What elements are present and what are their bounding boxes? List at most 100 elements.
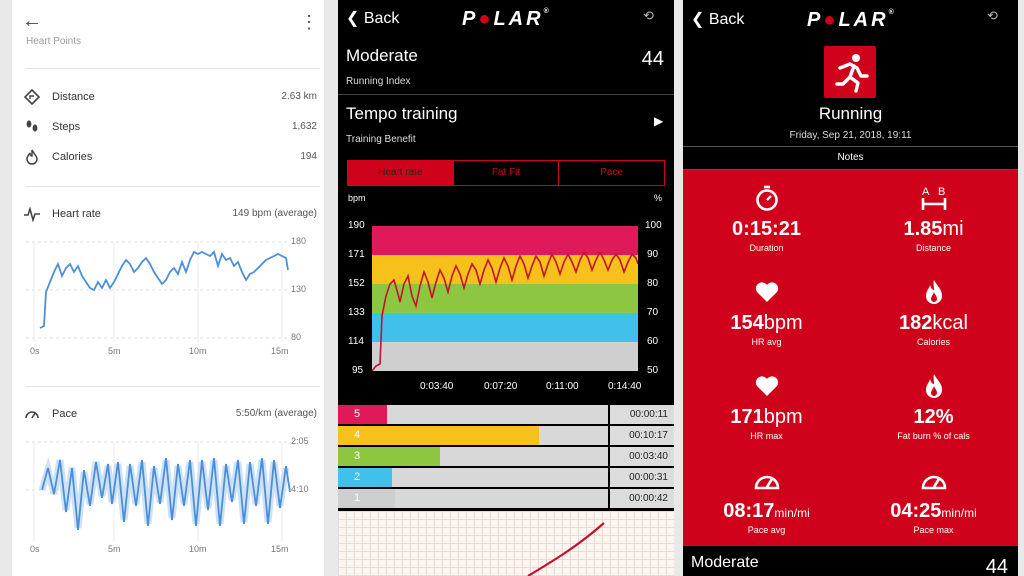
y-tick-label: 114: [348, 336, 364, 347]
x-tick-label: 0:03:40: [420, 381, 454, 392]
metric-value: 182kcal: [899, 312, 968, 334]
zone-5-band: [372, 226, 638, 255]
running-index-value: 44: [985, 556, 1008, 576]
notes-button[interactable]: Notes: [683, 146, 1018, 170]
zone-track: [338, 489, 608, 508]
y-tick-label: 100: [645, 220, 662, 231]
chart-tabs: Heart rate Fat Fit Pace: [347, 160, 665, 186]
stat-label: Steps: [52, 121, 81, 133]
running-index-level: Moderate: [691, 554, 759, 571]
metric-value: 12%: [913, 406, 954, 428]
polar-summary-panel: ❮ Back P●LAR® ⟲ Running Friday, Sep 21, …: [683, 0, 1018, 576]
metric-value: 1.85mi: [903, 218, 964, 240]
heart-rate-summary: 149 bpm (average): [232, 208, 318, 219]
right-unit-label: %: [654, 193, 663, 203]
flame-icon: [925, 374, 942, 398]
y-tick-label: 70: [647, 307, 659, 318]
y-tick-label: 4:10: [291, 484, 309, 494]
x-tick-label: 0s: [30, 346, 40, 356]
zone-time: 00:03:40: [610, 447, 674, 466]
flame-icon: [925, 280, 942, 304]
heart-rate-header: Heart rate 149 bpm (average): [22, 204, 317, 226]
zone-row-1: 1 00:00:42: [338, 489, 674, 508]
speedometer-icon: [25, 411, 39, 419]
session-date: Friday, Sep 21, 2018, 19:11: [789, 130, 912, 141]
back-label: Back: [363, 10, 400, 27]
stat-value: 2.63 km: [281, 91, 317, 102]
y-tick-label: 2:05: [291, 436, 309, 446]
polar-logo: P●LAR®: [807, 9, 897, 31]
tab-pace[interactable]: Pace: [600, 167, 624, 178]
metric-label: Calories: [916, 337, 950, 347]
zone-track: [338, 468, 608, 487]
zone-bar: [338, 489, 395, 508]
tab-fat-fit[interactable]: Fat Fit: [454, 161, 560, 185]
svg-text:B: B: [938, 186, 945, 198]
metric-hr-avg: 154bpm HR avg: [683, 278, 850, 347]
x-tick-label: 0:14:40: [608, 381, 642, 392]
x-tick-label: 0s: [30, 544, 40, 554]
metric-label: Fat burn % of cals: [897, 431, 970, 441]
metric-label: HR max: [750, 431, 783, 441]
stat-calories: Calories 194: [22, 147, 317, 169]
stat-value: 1,632: [291, 121, 317, 132]
y-tick-label: 171: [348, 249, 365, 260]
play-arrow-icon[interactable]: ▶: [654, 114, 664, 128]
running-sport-icon: [824, 46, 876, 98]
metric-value: 0:15:21: [732, 218, 801, 240]
zone-number: 2: [354, 471, 361, 483]
zone-bar: [338, 447, 440, 466]
svg-text:A: A: [922, 186, 930, 198]
y-tick-label: 152: [348, 278, 365, 289]
share-icon[interactable]: ⟲: [643, 8, 654, 23]
y-tick-label: 80: [647, 278, 659, 289]
tab-heart-rate[interactable]: Heart rate: [348, 161, 454, 185]
stopwatch-icon: [755, 185, 778, 211]
zone-bar: [338, 405, 387, 424]
metric-fat-burn: 12% Fat burn % of cals: [850, 372, 1017, 441]
back-button[interactable]: ❮ Back: [346, 8, 399, 28]
metric-label: HR avg: [751, 337, 782, 347]
zone-time: 00:00:11: [610, 405, 674, 424]
x-tick-label: 5m: [108, 544, 121, 554]
heart-icon: [755, 376, 778, 396]
pace-title: Pace: [52, 408, 78, 420]
y-tick-label: 130: [291, 284, 307, 294]
x-tick-label: 15m: [271, 346, 289, 356]
fit-top-bar: ← ⋮: [12, 0, 324, 46]
polar-logo: P●LAR®: [462, 8, 552, 30]
heart-rate-chart: 180 130 80 0s 5m 10m 15m: [12, 232, 324, 362]
share-icon[interactable]: ⟲: [987, 8, 998, 23]
back-arrow-icon[interactable]: ←: [22, 10, 42, 32]
back-label: Back: [708, 11, 745, 28]
heart-icon: [755, 282, 778, 302]
y-tick-label: 190: [348, 220, 365, 231]
zone-bar: [338, 468, 392, 487]
kebab-menu-icon[interactable]: ⋮: [300, 12, 318, 32]
calories-icon: [26, 149, 38, 165]
metric-pace-max: 04:25min/mi Pace max: [850, 466, 1017, 535]
x-tick-label: 5m: [108, 346, 121, 356]
running-index-level: Moderate: [346, 46, 418, 65]
zone-number: 5: [354, 408, 361, 420]
pace-header: Pace 5:50/km (average): [22, 404, 317, 426]
x-tick-label: 10m: [189, 346, 207, 356]
metric-duration: 0:15:21 Duration: [683, 184, 850, 253]
partial-stat-label: Heart Points: [26, 36, 82, 47]
metric-label: Duration: [749, 243, 784, 253]
zone-time: 00:00:42: [610, 489, 674, 508]
back-button[interactable]: ❮ Back: [691, 9, 744, 29]
metric-value: 154bpm: [730, 312, 803, 334]
y-tick-label: 95: [352, 365, 364, 376]
metric-calories: 182kcal Calories: [850, 278, 1017, 347]
distance-icon: [24, 89, 40, 105]
zone-row-3: 3 00:03:40: [338, 447, 674, 466]
zone-time: 00:10:17: [610, 426, 674, 445]
zone-row-2: 2 00:00:31: [338, 468, 674, 487]
polar-training-detail-panel: ❮ Back P●LAR® ⟲ Moderate Running Index 4…: [338, 0, 674, 576]
zone-number: 1: [354, 492, 361, 504]
summary-metrics-grid: [683, 170, 1018, 546]
zone-row-4: 4 00:10:17: [338, 426, 674, 445]
